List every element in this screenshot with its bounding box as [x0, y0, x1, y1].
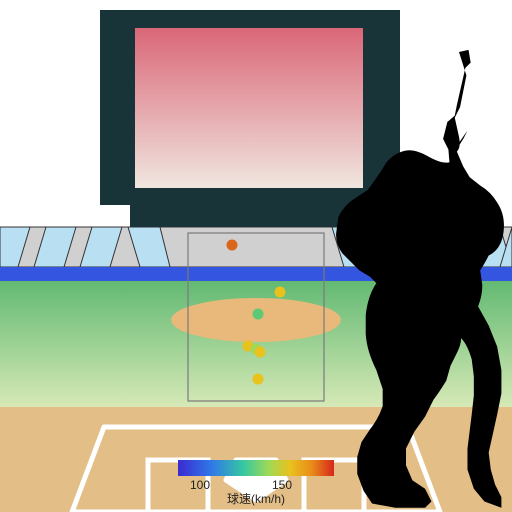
pitch-marker — [227, 240, 238, 251]
scoreboard-base — [130, 205, 370, 227]
legend-colorbar — [178, 460, 334, 476]
pitch-marker — [275, 287, 286, 298]
pitchers-mound — [171, 298, 341, 342]
pitch-marker — [255, 347, 266, 358]
legend-title: 球速(km/h) — [227, 492, 285, 506]
pitch-marker — [253, 374, 264, 385]
pitch-marker — [253, 309, 264, 320]
scoreboard-screen — [135, 28, 363, 188]
legend-tick-label: 100 — [190, 478, 210, 492]
legend-tick-label: 150 — [272, 478, 292, 492]
